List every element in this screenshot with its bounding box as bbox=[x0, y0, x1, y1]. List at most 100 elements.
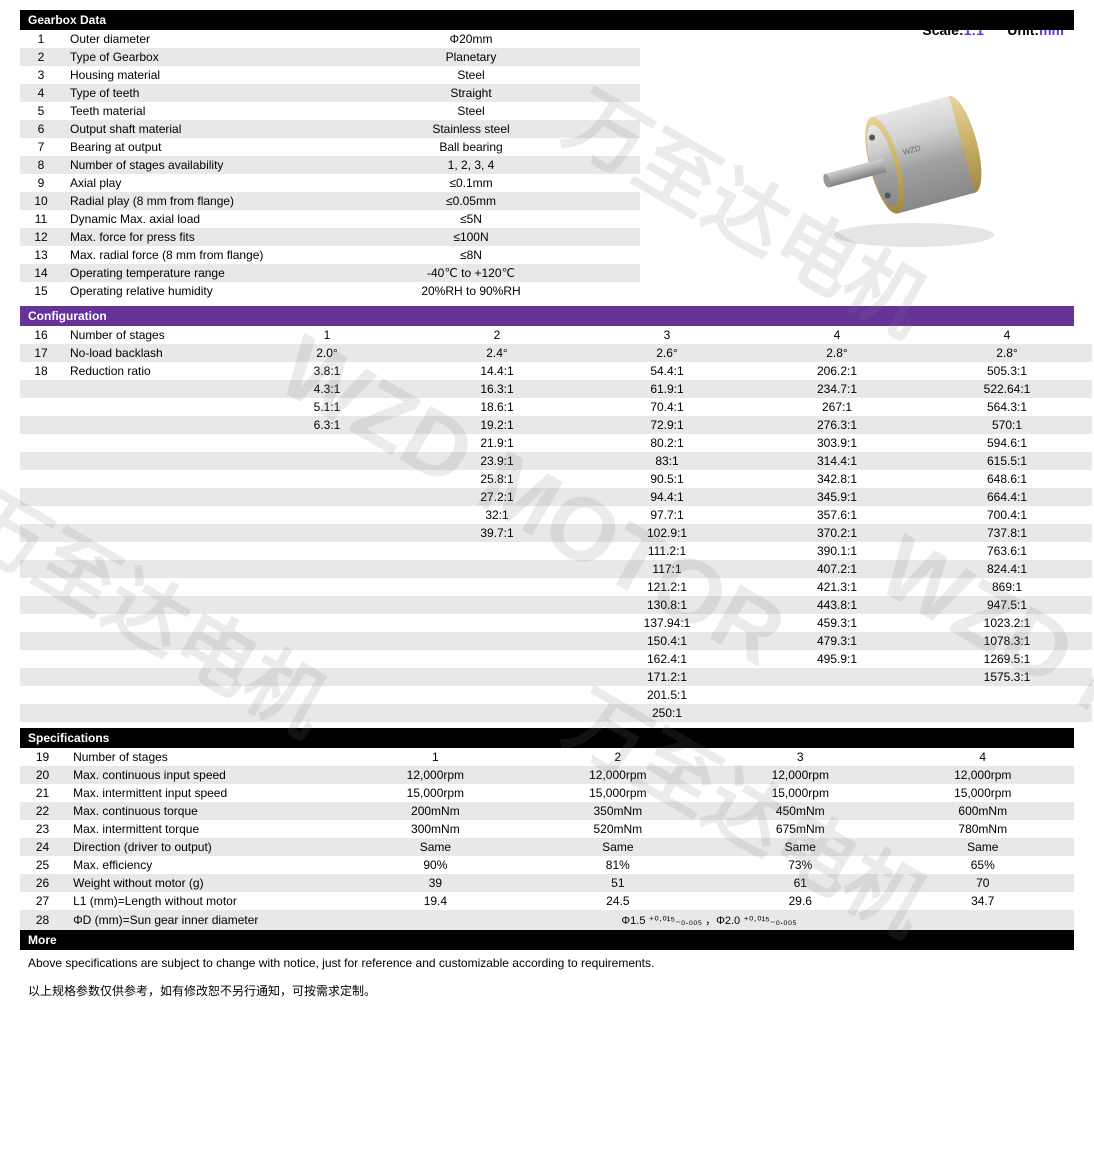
row-value: 81% bbox=[527, 856, 709, 874]
row-value bbox=[412, 578, 582, 596]
row-value: 2.0° bbox=[242, 344, 412, 362]
row-value: ≤8N bbox=[302, 246, 640, 264]
gearbox-data-header: Gearbox Data bbox=[20, 10, 1074, 30]
table-row: 13 Max. radial force (8 mm from flange) … bbox=[20, 246, 640, 264]
table-row: 21.9:180.2:1303.9:1594.6:1 bbox=[20, 434, 1092, 452]
row-value: 206.2:1 bbox=[752, 362, 922, 380]
row-value bbox=[752, 686, 922, 704]
row-param bbox=[62, 470, 242, 488]
row-num: 16 bbox=[20, 326, 62, 344]
table-row: 111.2:1390.1:1763.6:1 bbox=[20, 542, 1092, 560]
table-row: 130.8:1443.8:1947.5:1 bbox=[20, 596, 1092, 614]
row-param bbox=[62, 416, 242, 434]
table-row: 7 Bearing at output Ball bearing bbox=[20, 138, 640, 156]
row-param: Max. intermittent input speed bbox=[65, 784, 344, 802]
row-value bbox=[242, 614, 412, 632]
table-row: 22 Max. continuous torque200mNm350mNm450… bbox=[20, 802, 1074, 820]
row-num: 17 bbox=[20, 344, 62, 362]
row-num: 27 bbox=[20, 892, 65, 910]
row-num: 28 bbox=[20, 910, 65, 930]
row-value: 32:1 bbox=[412, 506, 582, 524]
row-num bbox=[20, 506, 62, 524]
row-param: Output shaft material bbox=[62, 120, 302, 138]
row-num: 24 bbox=[20, 838, 65, 856]
row-param: Type of teeth bbox=[62, 84, 302, 102]
row-num bbox=[20, 452, 62, 470]
row-value bbox=[242, 542, 412, 560]
row-num: 13 bbox=[20, 246, 62, 264]
row-param bbox=[62, 542, 242, 560]
row-value: 39 bbox=[344, 874, 526, 892]
row-value: 2 bbox=[527, 748, 709, 766]
row-param bbox=[62, 434, 242, 452]
table-row: 26 Weight without motor (g)39516170 bbox=[20, 874, 1074, 892]
row-num: 7 bbox=[20, 138, 62, 156]
table-row: 28 ΦD (mm)=Sun gear inner diameter Φ1.5 … bbox=[20, 910, 1074, 930]
table-row: 11 Dynamic Max. axial load ≤5N bbox=[20, 210, 640, 228]
row-param bbox=[62, 686, 242, 704]
table-row: 137.94:1459.3:11023.2:1 bbox=[20, 614, 1092, 632]
row-value: 130.8:1 bbox=[582, 596, 752, 614]
row-value bbox=[412, 596, 582, 614]
row-value: 4 bbox=[922, 326, 1092, 344]
row-param bbox=[62, 650, 242, 668]
row-param: Weight without motor (g) bbox=[65, 874, 344, 892]
row-value: 1 bbox=[344, 748, 526, 766]
row-value: 102.9:1 bbox=[582, 524, 752, 542]
table-row: 150.4:1479.3:11078.3:1 bbox=[20, 632, 1092, 650]
row-value bbox=[242, 470, 412, 488]
table-row: 9 Axial play ≤0.1mm bbox=[20, 174, 640, 192]
row-value: 250:1 bbox=[582, 704, 752, 722]
row-num: 4 bbox=[20, 84, 62, 102]
row-value: 3 bbox=[582, 326, 752, 344]
row-param: Number of stages bbox=[62, 326, 242, 344]
row-param: Teeth material bbox=[62, 102, 302, 120]
row-value: 1 bbox=[242, 326, 412, 344]
row-value: 370.2:1 bbox=[752, 524, 922, 542]
row-value bbox=[242, 578, 412, 596]
row-value: Steel bbox=[302, 102, 640, 120]
row-num: 5 bbox=[20, 102, 62, 120]
table-row: 250:1 bbox=[20, 704, 1092, 722]
row-value: 443.8:1 bbox=[752, 596, 922, 614]
table-row: 121.2:1421.3:1869:1 bbox=[20, 578, 1092, 596]
row-value bbox=[412, 686, 582, 704]
table-row: 24 Direction (driver to output)SameSameS… bbox=[20, 838, 1074, 856]
row-value bbox=[922, 686, 1092, 704]
row-num: 19 bbox=[20, 748, 65, 766]
row-value: 137.94:1 bbox=[582, 614, 752, 632]
row-num: 14 bbox=[20, 264, 62, 282]
row-value: 15,000rpm bbox=[527, 784, 709, 802]
row-num: 6 bbox=[20, 120, 62, 138]
table-row: 117:1407.2:1824.4:1 bbox=[20, 560, 1092, 578]
row-value: 4.3:1 bbox=[242, 380, 412, 398]
row-value: 314.4:1 bbox=[752, 452, 922, 470]
specifications-header: Specifications bbox=[20, 728, 1074, 748]
row-value: 72.9:1 bbox=[582, 416, 752, 434]
table-row: 23 Max. intermittent torque300mNm520mNm6… bbox=[20, 820, 1074, 838]
table-row: 2 Type of Gearbox Planetary bbox=[20, 48, 640, 66]
row-value: 111.2:1 bbox=[582, 542, 752, 560]
row-num bbox=[20, 704, 62, 722]
row-value bbox=[242, 704, 412, 722]
row-value bbox=[922, 704, 1092, 722]
table-row: 4 Type of teeth Straight bbox=[20, 84, 640, 102]
row-value: 407.2:1 bbox=[752, 560, 922, 578]
row-param: Bearing at output bbox=[62, 138, 302, 156]
row-param bbox=[62, 488, 242, 506]
row-num: 11 bbox=[20, 210, 62, 228]
row-value: 12,000rpm bbox=[344, 766, 526, 784]
row-param: Max. continuous torque bbox=[65, 802, 344, 820]
table-row: 16 Number of stages12344 bbox=[20, 326, 1092, 344]
more-text-en: Above specifications are subject to chan… bbox=[20, 950, 1074, 976]
row-param: Outer diameter bbox=[62, 30, 302, 48]
row-value: 121.2:1 bbox=[582, 578, 752, 596]
row-value: 495.9:1 bbox=[752, 650, 922, 668]
row-value bbox=[412, 560, 582, 578]
row-value: 824.4:1 bbox=[922, 560, 1092, 578]
row-value: ≤5N bbox=[302, 210, 640, 228]
row-value: 4 bbox=[752, 326, 922, 344]
row-param bbox=[62, 578, 242, 596]
row-value: 350mNm bbox=[527, 802, 709, 820]
row-num bbox=[20, 632, 62, 650]
